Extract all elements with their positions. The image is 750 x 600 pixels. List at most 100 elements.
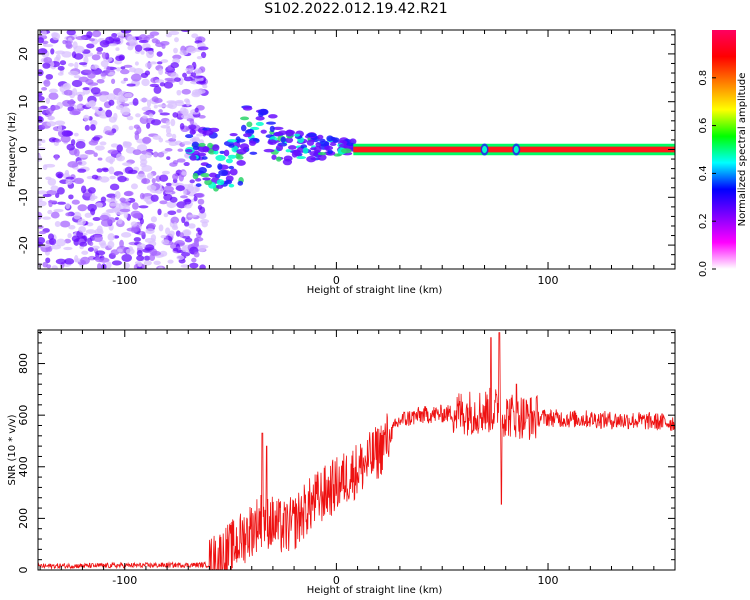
heatmap-blob <box>234 138 246 143</box>
heatmap-blob <box>166 100 177 104</box>
heatmap-blob <box>200 173 210 178</box>
heatmap-blob <box>44 163 56 168</box>
heatmap-blob <box>90 87 101 95</box>
heatmap-blob <box>215 154 226 161</box>
heatmap-blob <box>59 85 65 93</box>
heatmap-blob <box>197 46 209 51</box>
heatmap-blob <box>184 198 192 205</box>
y-tick-label: 0 <box>17 146 30 153</box>
heatmap-blob <box>55 238 66 247</box>
heatmap-blob <box>172 247 179 252</box>
heatmap-blob <box>168 141 178 147</box>
heatmap-blob <box>189 129 196 135</box>
heatmap-blob <box>192 75 203 79</box>
heatmap-blob <box>95 202 103 208</box>
heatmap-blob <box>54 120 66 126</box>
heatmap-blob <box>146 200 152 205</box>
y-tick-label: 800 <box>17 353 30 374</box>
y-tick-label: 0 <box>17 567 30 574</box>
heatmap-blob <box>87 203 97 212</box>
heatmap-blob <box>173 77 181 82</box>
heatmap-blob <box>154 79 165 84</box>
heatmap-blob <box>136 126 142 135</box>
heatmap-blob <box>326 135 334 142</box>
heatmap-blob <box>157 151 165 158</box>
heatmap-blob <box>78 76 89 83</box>
heatmap-blob <box>47 209 53 215</box>
heatmap-blob <box>184 237 193 243</box>
heatmap-blob <box>77 161 83 165</box>
heatmap-blob <box>173 47 178 54</box>
heatmap-blob <box>115 55 125 62</box>
heatmap-blob <box>219 150 226 154</box>
heatmap-blob <box>246 128 255 134</box>
heatmap-blob <box>54 220 61 227</box>
heatmap-blob <box>56 187 65 195</box>
snr-line <box>38 332 675 570</box>
heatmap-blob <box>71 79 83 88</box>
heatmap-blob <box>315 141 321 148</box>
heatmap-blob <box>185 148 193 153</box>
heatmap-blob <box>83 56 89 65</box>
heatmap-blob <box>146 122 151 129</box>
heatmap-blob <box>145 152 153 159</box>
y-tick-label: -20 <box>17 236 30 254</box>
heatmap-blob <box>134 61 139 66</box>
heatmap-blob <box>138 205 149 209</box>
heatmap-blob <box>218 169 229 177</box>
heatmap-blob <box>77 94 83 102</box>
heatmap-blob <box>136 266 143 269</box>
heatmap-blob <box>71 235 80 242</box>
heatmap-blob <box>191 257 197 263</box>
heatmap-blob <box>146 34 155 39</box>
heatmap-blob <box>176 255 185 261</box>
heatmap-blob <box>194 185 200 192</box>
heatmap-blob <box>329 142 337 147</box>
heatmap-blob <box>273 131 283 137</box>
heatmap-blob <box>160 59 169 63</box>
heatmap-blob <box>57 124 63 132</box>
heatmap-blob <box>146 172 154 179</box>
heatmap-blob <box>120 232 132 238</box>
heatmap-blob <box>287 145 297 150</box>
heatmap-blob <box>99 176 110 183</box>
heatmap-blob <box>63 89 74 96</box>
heatmap-blob <box>187 214 197 218</box>
colorbar-tick-label: 0.4 <box>698 165 709 181</box>
heatmap-blob <box>38 106 44 111</box>
heatmap-blob <box>158 109 163 113</box>
colorbar-label: Normalized spectral amplitude <box>737 73 748 227</box>
heatmap-blob <box>309 147 317 151</box>
heatmap-blob <box>123 64 133 68</box>
heatmap-blob <box>180 195 188 199</box>
heatmap-blob <box>48 88 58 93</box>
heatmap-blob <box>98 257 110 263</box>
heatmap-blob <box>106 93 116 101</box>
heatmap-blob <box>161 170 170 175</box>
heatmap-blob <box>208 127 220 133</box>
heatmap-blob <box>285 149 291 153</box>
heatmap-blob <box>119 208 131 213</box>
heatmap-blob <box>224 179 233 185</box>
heatmap-blob <box>249 140 257 146</box>
heatmap-blob <box>316 134 324 140</box>
heatmap-blob <box>77 154 89 158</box>
heatmap-blob <box>302 147 309 154</box>
heatmap-blob <box>43 57 53 64</box>
heatmap-blob <box>182 72 188 78</box>
heatmap-blob <box>106 65 111 74</box>
heatmap-blob <box>57 201 66 205</box>
heatmap-blob <box>99 214 110 221</box>
heatmap-blob <box>75 140 86 149</box>
heatmap-blob <box>294 133 301 137</box>
heatmap-blob <box>144 244 155 251</box>
heatmap-blob <box>198 142 206 147</box>
heatmap-blob <box>89 197 95 202</box>
snr-axes: -100 0 100 0 200 400 600 800 Height of straight … <box>7 329 676 596</box>
heatmap-blob <box>74 148 80 157</box>
heatmap-blob <box>189 262 199 269</box>
heatmap-blob <box>181 88 191 95</box>
heatmap-blob <box>158 224 164 232</box>
heatmap-blob <box>266 121 277 125</box>
heatmap-blob <box>158 137 164 143</box>
